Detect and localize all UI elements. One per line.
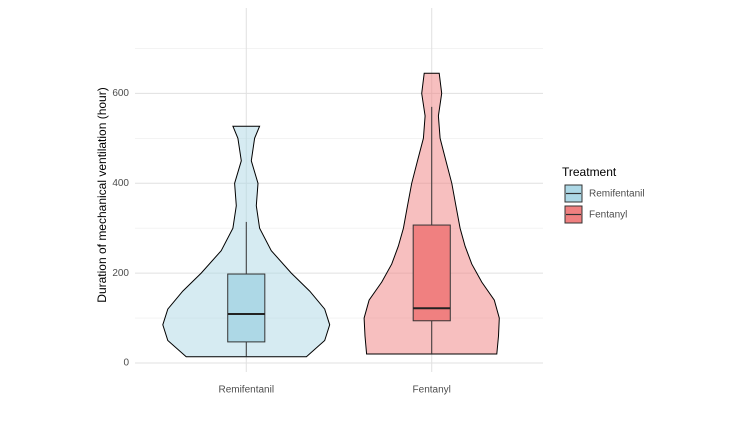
legend-label: Remifentanil: [589, 189, 645, 200]
box: [412, 224, 451, 322]
y-axis-title: Duration of mechanical ventilation (hour…: [95, 87, 109, 302]
y-tick-label: 400: [112, 178, 129, 189]
x-tick-label: Remifentanil: [218, 385, 274, 396]
y-tick-label: 200: [112, 268, 129, 279]
legend-title: Treatment: [562, 165, 617, 179]
y-tick-label: 0: [123, 358, 129, 369]
y-tick-label: 600: [112, 88, 129, 99]
x-tick-label: Fentanyl: [413, 385, 451, 396]
box: [227, 273, 266, 343]
legend-label: Fentanyl: [589, 210, 627, 221]
